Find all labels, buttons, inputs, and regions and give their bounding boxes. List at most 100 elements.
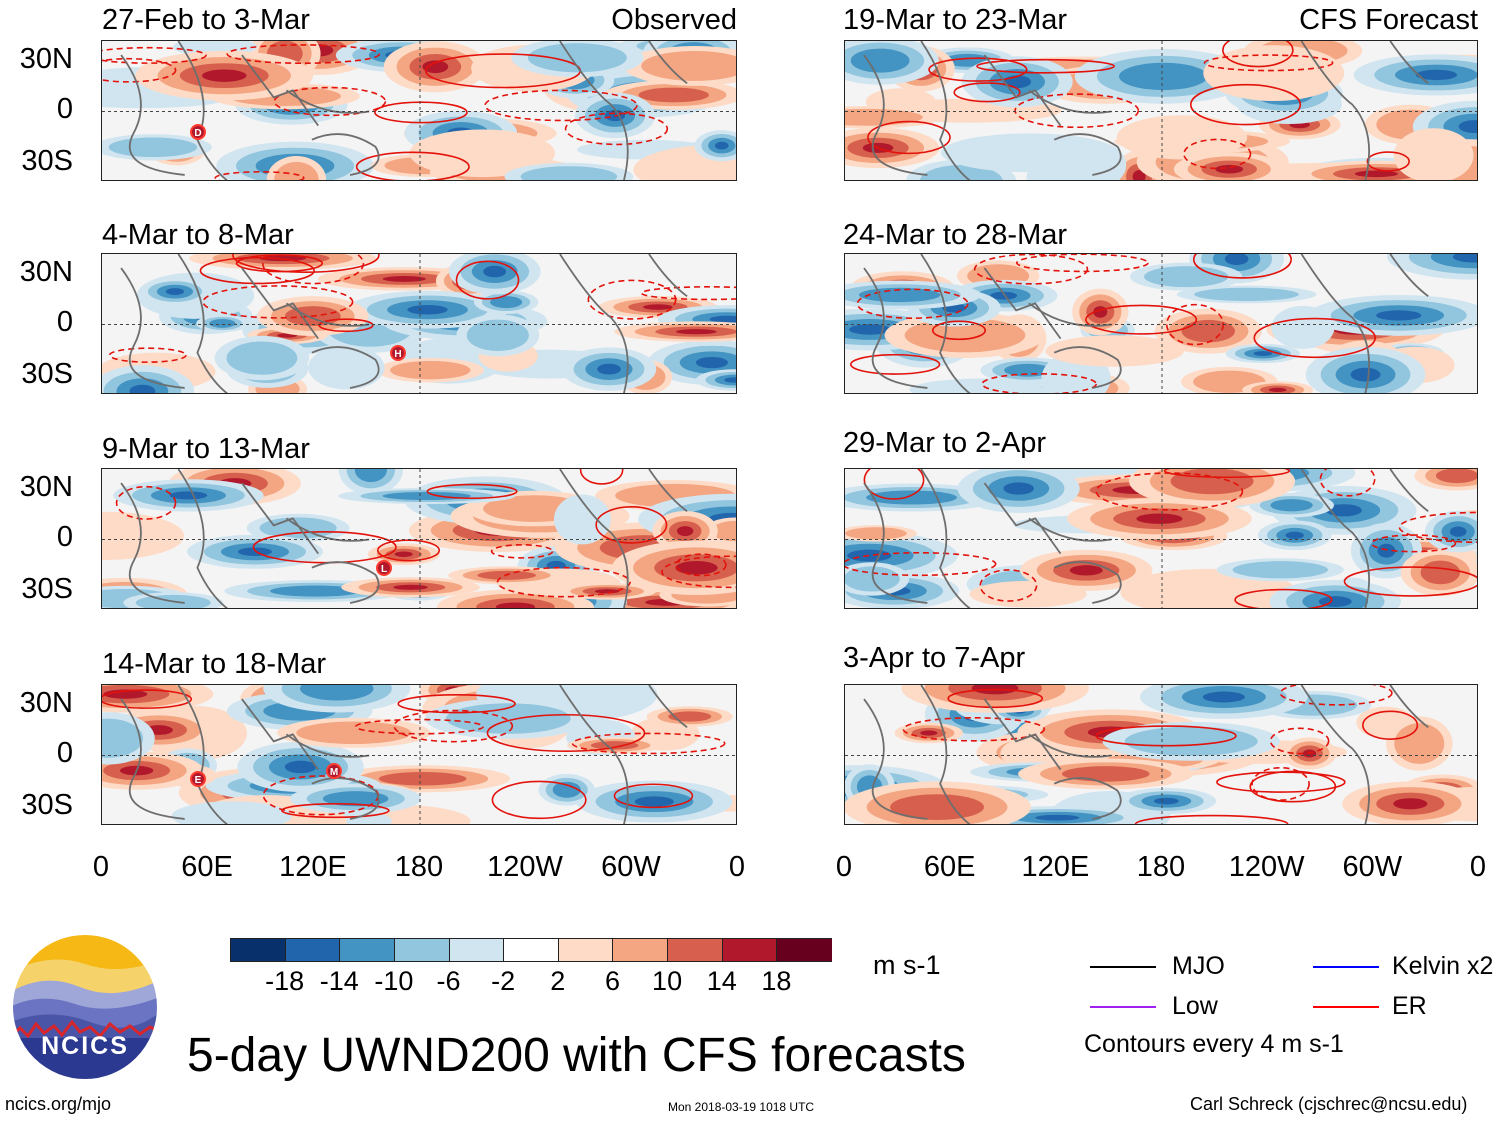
anomaly-shade xyxy=(445,703,571,734)
er-contour xyxy=(1183,138,1252,170)
site-link[interactable]: ncics.org/mjo xyxy=(5,1094,112,1114)
colorbar-label: 6 xyxy=(604,966,620,996)
er-contour xyxy=(1362,710,1419,740)
anomaly-shade xyxy=(495,602,536,608)
coastline xyxy=(863,54,928,176)
er-contour xyxy=(376,539,441,562)
coastline xyxy=(1389,685,1429,729)
anomaly-shade xyxy=(847,549,892,562)
er-contour xyxy=(1398,511,1477,544)
y-tick-label: 30N xyxy=(19,256,73,288)
anomaly-shade xyxy=(237,547,272,556)
er-contour xyxy=(393,709,514,743)
contour-note: Contours every 4 m s-1 xyxy=(1084,1030,1344,1058)
anomaly-shade xyxy=(1004,363,1052,377)
y-tick-label: 30S xyxy=(21,358,73,390)
anomaly-shade xyxy=(1215,164,1244,174)
anomaly-shade xyxy=(394,551,413,557)
coastline xyxy=(983,267,1062,340)
legend-label-kelvin: Kelvin x2 xyxy=(1392,952,1494,980)
anomaly-shade xyxy=(1194,287,1299,302)
x-tick-label: 60W xyxy=(1342,851,1403,883)
er-contour xyxy=(1134,814,1289,824)
er-contour xyxy=(587,279,677,320)
anomaly-shade xyxy=(466,319,529,352)
y-tick-label: 0 xyxy=(56,306,73,338)
er-contour xyxy=(235,254,324,273)
anomaly-shade xyxy=(890,794,985,820)
colorbar-swatch xyxy=(721,938,778,962)
map-panel-right-2 xyxy=(844,253,1478,394)
er-contour xyxy=(661,555,736,589)
map-panel-left-4 xyxy=(101,684,737,825)
coastline xyxy=(920,685,971,824)
x-tick-label: 120W xyxy=(1228,851,1305,883)
anomaly-shade xyxy=(226,341,298,375)
er-contour xyxy=(675,553,727,577)
anomaly-shade xyxy=(1143,266,1229,288)
coastline xyxy=(559,685,629,824)
colorbar-swatch xyxy=(667,938,723,962)
er-contour xyxy=(1269,727,1330,755)
er-contour xyxy=(1253,317,1377,359)
er-contour xyxy=(1189,83,1302,126)
legend-line-mjo xyxy=(1090,966,1156,968)
er-contour xyxy=(845,551,997,577)
anomaly-shade xyxy=(590,741,639,750)
x-tick-label: 60E xyxy=(923,851,976,883)
coastline xyxy=(1053,777,1122,820)
coastline xyxy=(863,698,928,820)
coastline xyxy=(920,254,971,393)
map-panel-right-4 xyxy=(844,684,1478,825)
er-contour xyxy=(102,46,207,64)
anomaly-shade xyxy=(483,265,507,278)
er-contour xyxy=(947,688,1044,709)
panel-title-left-4: 14-Mar to 18-Mar xyxy=(102,648,327,680)
anomaly-shade xyxy=(675,560,718,575)
x-tick-label: 60E xyxy=(181,851,233,883)
coastline xyxy=(1053,561,1122,604)
legend-line-low xyxy=(1090,1006,1156,1008)
y-tick-label: 0 xyxy=(56,521,73,553)
x-tick-label: 120E xyxy=(1021,851,1090,883)
er-contour xyxy=(273,86,387,117)
legend-label-mjo: MJO xyxy=(1172,952,1225,980)
coastline xyxy=(241,482,319,555)
er-contour xyxy=(1095,725,1237,747)
anomaly-shade xyxy=(354,469,387,483)
anomaly-shade xyxy=(850,48,910,73)
er-contour xyxy=(1251,766,1310,801)
legend-line-kelvin xyxy=(1313,966,1379,968)
anomaly-shade xyxy=(209,319,236,328)
anomaly-shade xyxy=(849,324,892,335)
coastline xyxy=(241,267,319,340)
anomaly-shade xyxy=(638,87,709,103)
anomaly-shade xyxy=(1116,115,1248,160)
coastline xyxy=(559,254,629,393)
anomaly-shade xyxy=(1415,69,1458,81)
coastline xyxy=(863,482,928,604)
panel-title-right-3: 29-Mar to 2-Apr xyxy=(843,427,1047,459)
y-tick-label: 30N xyxy=(19,687,73,719)
y-tick-label: 30S xyxy=(21,789,73,821)
anomaly-shade xyxy=(1119,62,1208,91)
colorbar-swatch xyxy=(339,938,395,962)
anomaly-shade xyxy=(546,560,566,571)
er-contour xyxy=(863,469,925,500)
anomaly-shade xyxy=(1377,543,1396,558)
er-contour xyxy=(1366,151,1410,172)
uwnd-field-right-1 xyxy=(845,41,1477,180)
anomaly-shade xyxy=(594,589,620,594)
coastline xyxy=(1300,469,1370,608)
tc-marker: E xyxy=(190,771,206,787)
y-tick-label: 0 xyxy=(56,93,73,125)
er-contour xyxy=(976,58,1115,74)
map-panel-left-3 xyxy=(101,468,737,609)
coastline xyxy=(559,41,629,180)
er-contour xyxy=(115,485,177,520)
panel-title-right-2: 24-Mar to 28-Mar xyxy=(843,219,1068,251)
anomaly-shade xyxy=(378,771,467,786)
anomaly-shade xyxy=(422,60,449,74)
tc-marker: H xyxy=(390,345,406,361)
anomaly-shade xyxy=(1435,469,1477,484)
